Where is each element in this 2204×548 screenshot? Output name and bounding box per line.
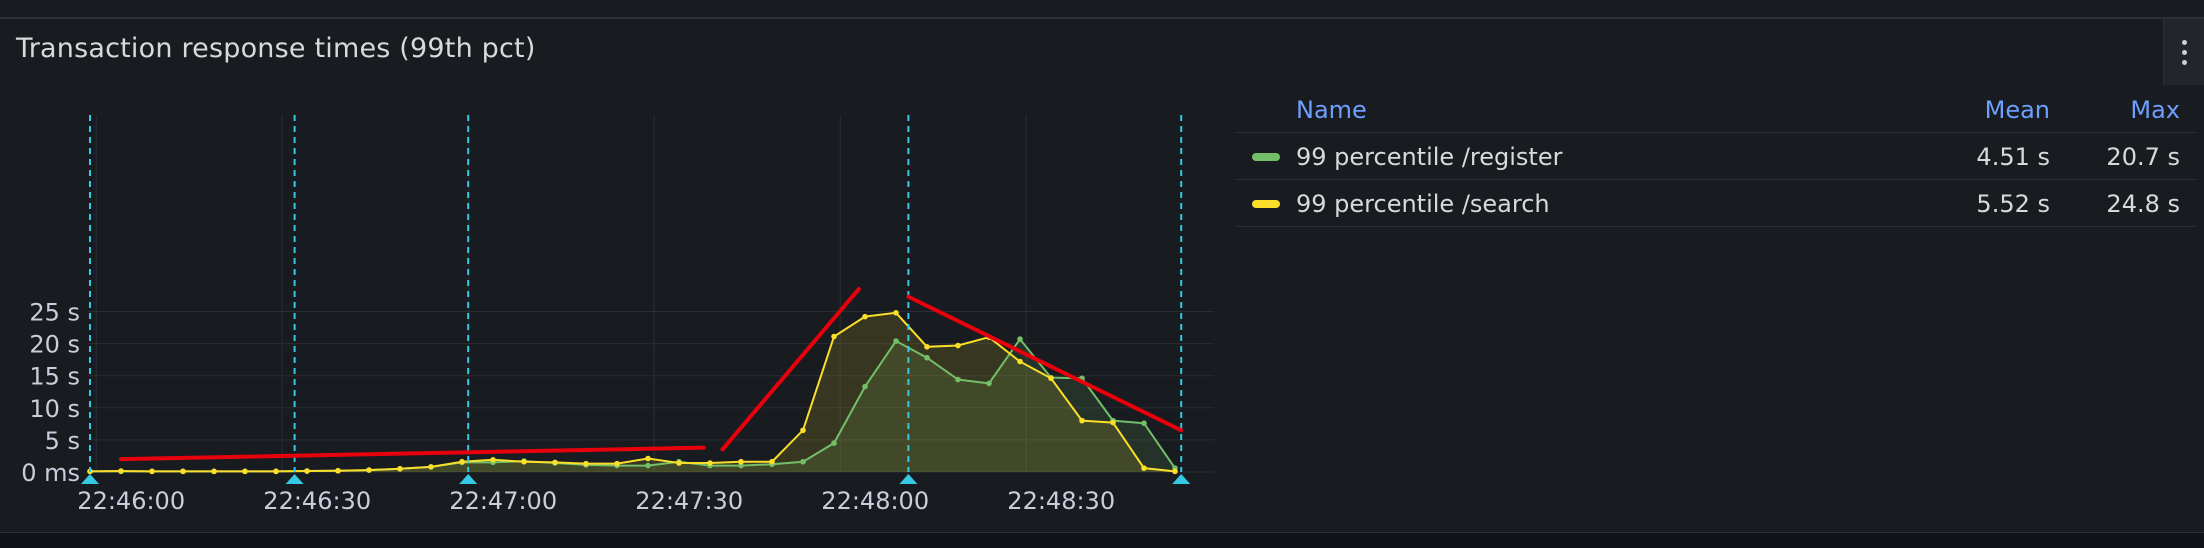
y-tick-label: 25 s [29,299,80,327]
y-tick-label: 0 ms [21,459,80,487]
data-point [1079,417,1085,424]
data-point [397,465,403,472]
legend-header-max[interactable]: Max [2130,96,2180,124]
series-area-fill [90,339,1175,472]
series-line [89,311,1176,473]
data-point [645,455,651,462]
dashboard-bottom-strip [0,533,2204,548]
legend-series-name: 99 percentile /register [1296,143,1563,171]
data-point [893,309,899,316]
data-point [769,458,775,465]
data-point [1141,465,1147,471]
trend-line [906,294,1184,433]
annotation-marker-triangle [1172,474,1191,484]
legend-table: Name Mean Max 99 percentile /register 4.… [1236,86,2196,227]
x-tick-label: 22:48:00 [821,487,929,515]
data-point [955,342,961,349]
legend-max-value: 24.8 s [2106,190,2180,218]
y-tick-label: 15 s [29,363,80,391]
data-point [1017,336,1023,342]
x-tick-label: 22:46:30 [263,487,371,515]
legend-header-name[interactable]: Name [1296,96,1367,124]
data-point [428,464,434,470]
legend-row-register[interactable]: 99 percentile /register 4.51 s 20.7 s [1236,133,2196,180]
data-point [707,460,713,466]
data-point [180,468,186,475]
trend-line [720,287,861,452]
data-point [1110,419,1116,426]
data-point [335,467,341,474]
data-point [645,462,651,469]
annotation-marker-triangle [285,474,304,484]
legend-row-search[interactable]: 99 percentile /search 5.52 s 24.8 s [1236,180,2196,227]
data-point [1141,420,1147,427]
data-point [800,458,806,465]
menu-dot [2181,39,2187,45]
data-point [459,458,465,465]
data-point [1172,468,1178,475]
y-tick-label: 5 s [45,427,80,455]
annotation-marker-triangle [81,474,99,484]
menu-dot [2181,59,2187,65]
trend-line [119,445,706,462]
data-point [552,459,558,466]
data-point [242,468,248,475]
x-tick-label: 22:47:00 [449,487,557,515]
data-point [955,376,961,383]
annotation-marker-triangle [459,474,478,484]
y-tick-label: 20 s [29,331,80,359]
kebab-menu-icon[interactable] [2163,19,2204,85]
annotation-marker-triangle [899,474,918,484]
series-color-swatch [1252,200,1280,208]
data-point [924,344,930,350]
data-point [800,427,806,434]
legend-max-value: 20.7 s [2106,143,2180,171]
data-point [862,383,868,390]
data-point [986,380,992,387]
panel-title: Transaction response times (99th pct) [16,33,536,64]
data-point [893,338,899,344]
data-point [831,440,837,446]
data-point [614,460,620,467]
data-point [304,468,310,474]
y-tick-label: 10 s [29,395,80,423]
legend-header: Name Mean Max [1236,86,2196,133]
data-point [738,458,744,465]
dashboard-top-strip [0,0,2204,18]
data-point [1048,375,1054,382]
chart-panel: Transaction response times (99th pct) [0,18,2204,533]
x-tick-label: 22:46:00 [77,487,185,515]
legend-series-name: 99 percentile /search [1296,190,1550,218]
legend-mean-value: 4.51 s [1976,143,2050,171]
data-point [521,458,527,465]
data-point [118,468,124,474]
menu-dot [2181,49,2187,55]
legend-header-mean[interactable]: Mean [1984,96,2050,124]
data-point [149,468,155,475]
data-point [924,354,930,361]
data-point [831,333,837,340]
legend-mean-value: 5.52 s [1976,190,2050,218]
data-point [676,460,682,466]
data-point [1017,358,1023,365]
data-point [211,468,217,475]
data-point [366,467,372,473]
x-tick-label: 22:47:30 [635,487,743,515]
data-point [862,313,868,320]
data-point [583,460,589,467]
data-point [738,462,744,469]
data-point [490,457,496,463]
data-point [273,468,279,475]
series-area-fill [90,312,1175,472]
series-color-swatch [1252,153,1280,161]
x-tick-label: 22:48:30 [1007,487,1115,515]
